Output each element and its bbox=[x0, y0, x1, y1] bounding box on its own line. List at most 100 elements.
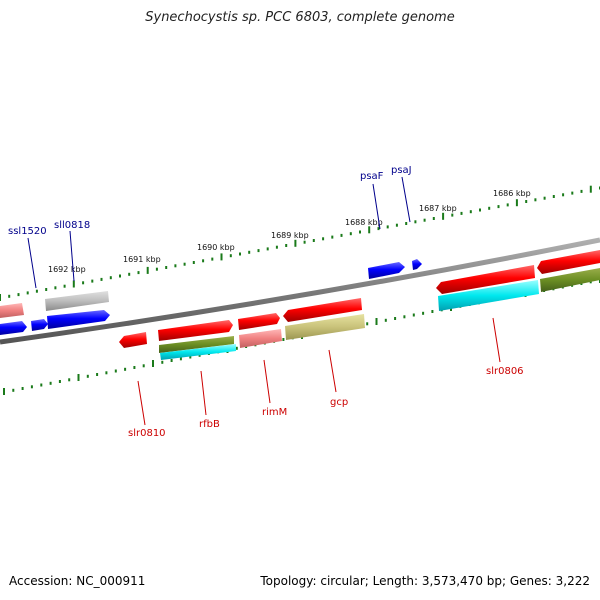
top-minor-tick bbox=[45, 288, 48, 291]
bottom-minor-tick bbox=[189, 355, 192, 359]
feature-red-slr0810 bbox=[119, 332, 147, 348]
scale-label-1691: 1691 kbp bbox=[123, 255, 161, 264]
top-minor-tick bbox=[414, 220, 417, 224]
top-minor-tick bbox=[155, 267, 158, 271]
top-major-tick bbox=[515, 199, 518, 207]
top-minor-tick bbox=[479, 208, 481, 212]
bottom-minor-tick bbox=[21, 387, 24, 390]
top-minor-tick bbox=[35, 289, 38, 293]
leader-gcp bbox=[328, 349, 337, 393]
top-minor-tick bbox=[211, 257, 214, 261]
top-minor-tick bbox=[82, 281, 85, 285]
leader-rfbB bbox=[200, 370, 207, 416]
feature-blue-1 bbox=[0, 321, 27, 335]
top-minor-tick bbox=[202, 259, 205, 263]
leader-sll0818 bbox=[69, 230, 75, 282]
top-minor-tick bbox=[340, 233, 343, 237]
feature-blue-2 bbox=[31, 319, 48, 331]
bottom-minor-tick bbox=[161, 360, 164, 364]
top-minor-tick bbox=[405, 222, 408, 225]
top-minor-tick bbox=[349, 232, 352, 236]
top-major-tick bbox=[0, 294, 1, 301]
feature-blue-psaF bbox=[368, 262, 405, 279]
feature-khaki-gcp bbox=[285, 314, 365, 340]
feature-red-rfbB bbox=[158, 320, 233, 341]
top-minor-tick bbox=[63, 284, 66, 288]
genome-backbone bbox=[0, 237, 600, 345]
feature-olive-right bbox=[540, 268, 600, 292]
top-minor-tick bbox=[497, 205, 500, 209]
leader-slr0806 bbox=[492, 317, 501, 363]
feature-cyan-rfbB bbox=[160, 344, 236, 360]
top-minor-tick bbox=[26, 291, 29, 295]
top-minor-tick bbox=[128, 272, 131, 276]
scale-label-1689: 1689 kbp bbox=[271, 231, 309, 240]
bottom-minor-tick bbox=[403, 315, 406, 319]
bottom-minor-tick bbox=[124, 367, 127, 371]
gene-label-psaJ: psaJ bbox=[391, 165, 412, 176]
top-minor-tick bbox=[174, 264, 177, 268]
top-minor-tick bbox=[525, 200, 528, 203]
feature-red-gcp bbox=[283, 298, 362, 322]
bottom-minor-tick bbox=[170, 359, 173, 362]
leader-psaJ bbox=[401, 176, 411, 223]
leader-psaF bbox=[372, 183, 381, 230]
top-minor-tick bbox=[359, 230, 361, 234]
top-minor-tick bbox=[266, 247, 269, 251]
bottom-minor-tick bbox=[105, 371, 108, 375]
top-minor-tick bbox=[183, 262, 186, 266]
gene-label-rimM: rimM bbox=[262, 407, 287, 418]
top-minor-tick bbox=[543, 196, 546, 200]
feature-red-slr0806 bbox=[436, 265, 535, 294]
scale-label-1692: 1692 kbp bbox=[48, 265, 86, 274]
bottom-minor-tick bbox=[133, 366, 136, 369]
top-minor-tick bbox=[8, 294, 11, 298]
bottom-minor-tick bbox=[394, 317, 397, 320]
top-minor-tick bbox=[322, 237, 325, 241]
top-minor-tick bbox=[534, 198, 537, 202]
gene-label-sll0818: sll0818 bbox=[54, 220, 90, 231]
feature-pink-rimM bbox=[239, 329, 282, 348]
scale-ticks-top bbox=[0, 185, 600, 301]
scale-label-1687: 1687 kbp bbox=[419, 204, 457, 213]
top-minor-tick bbox=[423, 218, 426, 222]
bottom-major-tick bbox=[152, 360, 154, 367]
bottom-minor-tick bbox=[49, 381, 52, 385]
bottom-minor-tick bbox=[142, 364, 145, 368]
top-minor-tick bbox=[386, 225, 389, 229]
top-minor-tick bbox=[312, 239, 315, 242]
top-major-tick bbox=[146, 266, 149, 274]
top-minor-tick bbox=[552, 195, 555, 198]
gene-label-gcp: gcp bbox=[330, 397, 348, 408]
feature-pink-left bbox=[0, 303, 24, 318]
bottom-minor-tick bbox=[68, 378, 71, 382]
top-minor-tick bbox=[303, 240, 306, 244]
top-minor-tick bbox=[488, 206, 491, 210]
bottom-major-tick bbox=[375, 318, 378, 325]
feature-blue-psaJ bbox=[412, 259, 422, 270]
feature-cyan-slr0806 bbox=[438, 280, 539, 311]
top-minor-tick bbox=[562, 193, 565, 197]
top-major-tick bbox=[589, 185, 592, 193]
scale-label-1686: 1686 kbp bbox=[493, 189, 531, 198]
top-major-tick bbox=[368, 226, 371, 234]
bottom-minor-tick bbox=[384, 318, 387, 322]
top-minor-tick bbox=[331, 235, 334, 239]
top-minor-tick bbox=[100, 277, 103, 281]
top-major-tick bbox=[442, 212, 445, 220]
top-minor-tick bbox=[248, 250, 251, 254]
accession-text: Accession: NC_000911 bbox=[9, 574, 146, 588]
bottom-minor-tick bbox=[179, 357, 182, 361]
scale-label-1690: 1690 kbp bbox=[197, 243, 235, 252]
bottom-minor-tick bbox=[114, 369, 117, 373]
top-minor-tick bbox=[239, 252, 241, 256]
bottom-minor-tick bbox=[431, 310, 434, 313]
scale-label-1688: 1688 kbp bbox=[345, 218, 383, 227]
top-minor-tick bbox=[285, 244, 288, 247]
gene-label-rfbB: rfbB bbox=[199, 419, 220, 430]
top-minor-tick bbox=[506, 203, 509, 207]
top-major-tick bbox=[294, 239, 297, 247]
top-minor-tick bbox=[119, 274, 121, 278]
bottom-minor-tick bbox=[422, 311, 425, 315]
